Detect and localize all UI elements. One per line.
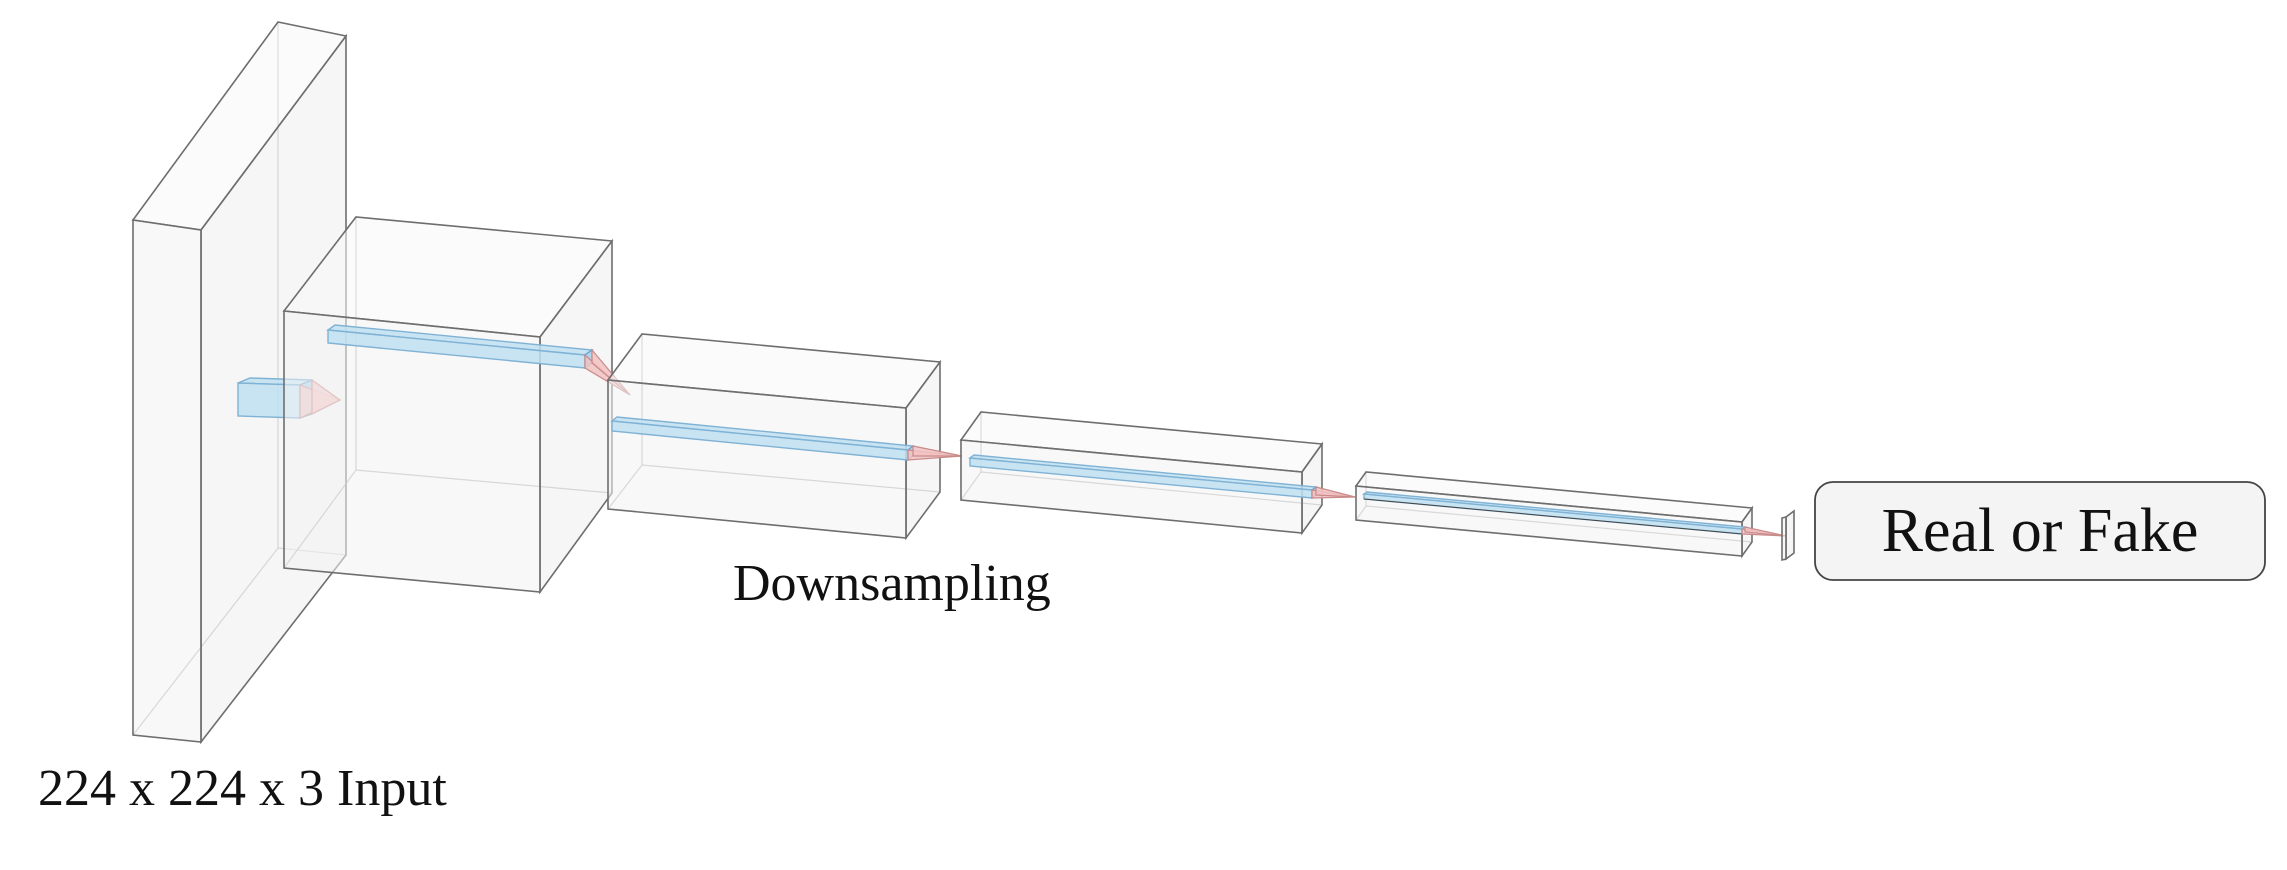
conv-block-1 — [282, 216, 614, 595]
downsampling-label: Downsampling — [733, 555, 1051, 612]
output-plate — [1781, 509, 1795, 562]
input-label: 224 x 224 x 3 Input — [38, 760, 447, 817]
output-label: Real or Fake — [1882, 497, 2199, 565]
output-box: Real or Fake — [1814, 481, 2266, 581]
conv-block-3-kernel — [968, 454, 1356, 500]
conv-block-2 — [606, 333, 942, 541]
conv-block-4-kernel — [1361, 491, 1787, 537]
conv-block-2-kernel — [610, 416, 963, 462]
